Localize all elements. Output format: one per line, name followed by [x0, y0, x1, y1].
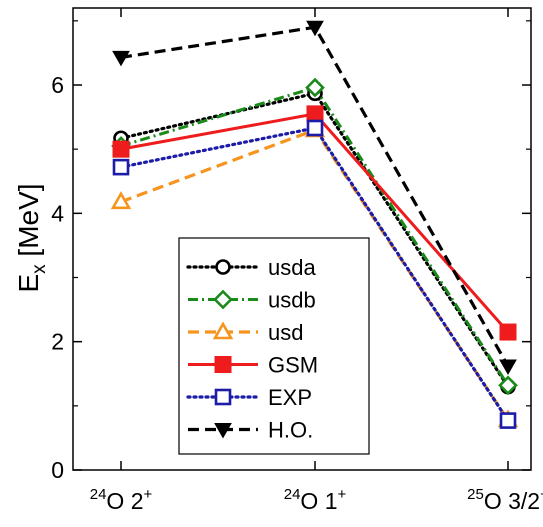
data-point [110, 191, 132, 210]
data-point [112, 140, 130, 158]
legend-label: EXP [268, 385, 312, 410]
data-point [212, 321, 234, 340]
data-point [214, 356, 232, 373]
legend-item: usda [186, 255, 316, 280]
plot-axes [72, 7, 532, 471]
y-tick-label: 2 [51, 329, 64, 355]
tick-layer: 0 2 4 6 24O 2+ 24O 1+ 25O 3/2+ [51, 8, 543, 514]
data-point [215, 259, 231, 275]
x-tick-label: 24O 2+ [90, 486, 153, 514]
data-point [305, 77, 325, 98]
data-point [499, 412, 517, 429]
data-point [306, 119, 324, 137]
legend-item: EXP [186, 385, 312, 410]
legend: usda usdb usd GSM EXP H.O. [178, 237, 370, 455]
legend-label: usda [268, 255, 316, 280]
data-point [112, 50, 130, 67]
series-h-o- [112, 20, 517, 376]
data-point [213, 289, 233, 310]
data-point [499, 359, 517, 376]
legend-label: H.O. [268, 418, 313, 443]
y-tick-label: 6 [51, 72, 64, 98]
data-point [214, 388, 232, 406]
y-tick-label: 4 [51, 200, 64, 226]
legend-item: usdb [188, 288, 316, 313]
data-point [306, 105, 324, 123]
legend-label: GSM [268, 353, 318, 378]
plot-frame [72, 7, 532, 471]
legend-item: usd [188, 320, 303, 345]
legend-item: H.O. [188, 418, 313, 443]
data-point [112, 158, 130, 176]
series-layer [110, 20, 519, 429]
y-axis-label-sub: x [29, 264, 50, 274]
data-point [214, 423, 232, 439]
legend-label: usdb [268, 288, 316, 313]
legend-item: GSM [188, 353, 318, 378]
y-tick-label: 0 [51, 457, 64, 483]
y-axis-label-unit: [MeV] [13, 183, 44, 264]
series-gsm [112, 105, 517, 341]
y-axis-label: Ex [MeV] [13, 183, 50, 292]
x-tick-label: 24O 1+ [284, 486, 347, 514]
y-axis-label-main: E [13, 274, 44, 293]
legend-label: usd [268, 320, 303, 345]
data-point [306, 20, 324, 37]
data-point [499, 323, 517, 341]
series-exp [112, 119, 517, 429]
data-point [498, 375, 518, 396]
x-tick-label: 25O 3/2+ [467, 486, 543, 514]
legend-box [178, 237, 370, 455]
